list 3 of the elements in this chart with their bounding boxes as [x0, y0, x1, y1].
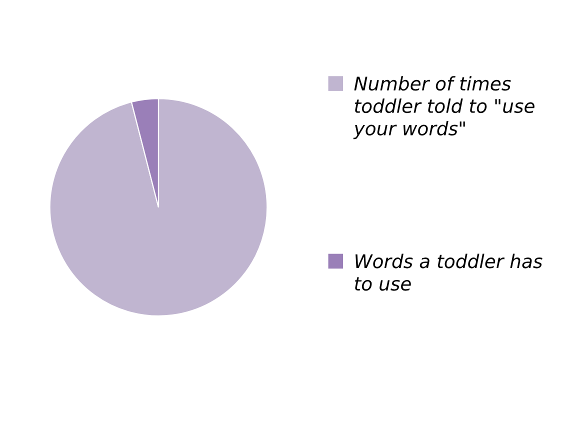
legend-label: Words a toddler has to use	[354, 254, 542, 291]
pie-slice	[49, 98, 268, 316]
legend-label: Number of times toddler told to "use your words"	[353, 76, 534, 140]
